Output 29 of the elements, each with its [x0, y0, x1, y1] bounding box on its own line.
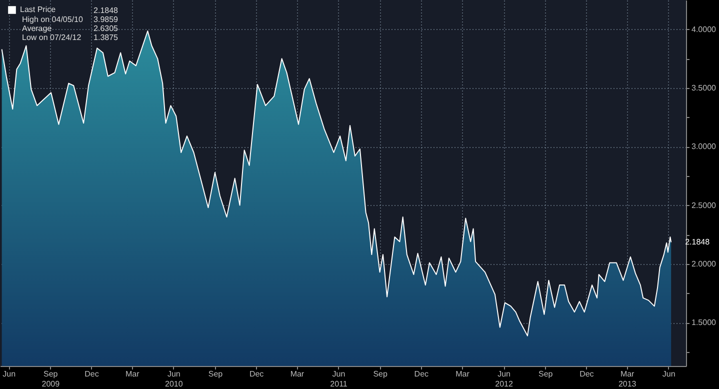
- x-tick-label: Sep 2009: [42, 370, 60, 388]
- x-tick-label: Jun: [662, 370, 676, 378]
- x-tick-label: Dec: [249, 370, 264, 378]
- x-tick-label: Jun 2010: [165, 370, 184, 388]
- x-tick-label: Dec: [84, 370, 99, 378]
- x-tick-label: Mar: [125, 370, 140, 378]
- text: Low on 07/24/12 1.3875: [22, 33, 118, 42]
- legend-label: Last Price: [20, 5, 56, 14]
- y-tick-label: 2.5000: [692, 200, 717, 210]
- x-tick-label: Dec: [580, 370, 594, 378]
- x-tick-label: Jun 2012: [495, 370, 514, 388]
- text: Average 2.6305: [22, 24, 118, 33]
- annotation: 2.1848: [94, 6, 119, 15]
- x-tick-label: Jun 2011: [330, 370, 348, 388]
- x-tick-label: Mar: [456, 370, 470, 378]
- y-tick-label: 4.0000: [692, 24, 717, 34]
- x-tick-label: Sep: [208, 370, 224, 378]
- y-tick-label: 3.5000: [692, 83, 717, 92]
- x-tick-label: Mar: [290, 370, 304, 378]
- x-tick-label: Dec: [414, 370, 429, 378]
- annotation: 2.1848: [685, 237, 710, 246]
- y-tick-label: 2.0000: [692, 259, 717, 268]
- y-tick-label: 3.0000: [692, 142, 717, 152]
- x-tick-label: Sep: [538, 370, 554, 378]
- y-tick-label: 1.5000: [692, 318, 717, 328]
- text: High on 04/05/10 3.9859: [22, 15, 118, 24]
- x-tick-label: Mar 2013: [618, 370, 637, 388]
- x-tick-label: Jun: [2, 370, 16, 378]
- x-tick-label: Sep: [373, 370, 388, 378]
